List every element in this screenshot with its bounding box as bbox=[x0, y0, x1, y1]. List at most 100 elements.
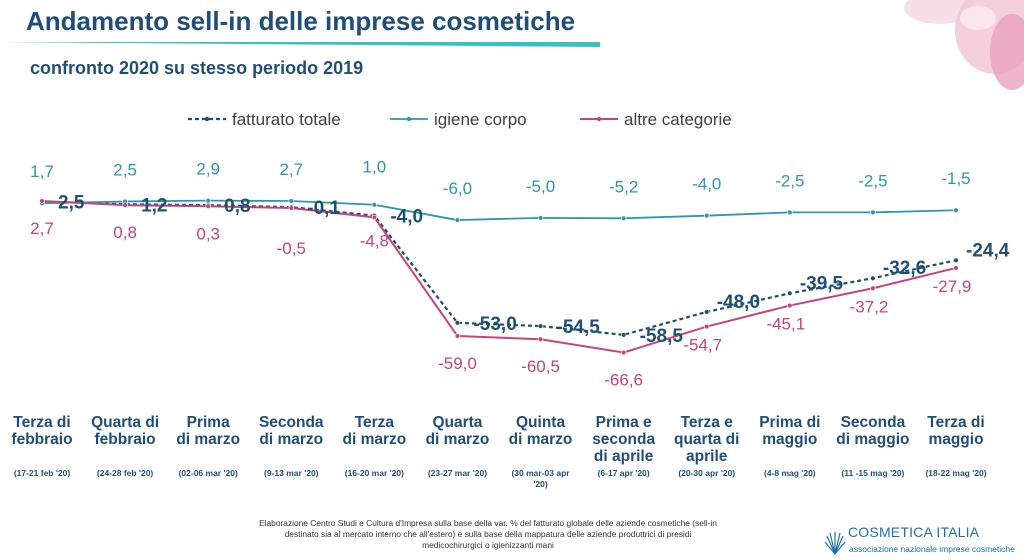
flower-decoration-icon bbox=[904, 0, 1024, 90]
legend-label-fatturato_totale: fatturato totale bbox=[232, 110, 341, 129]
data-label-fatturato_totale-9: -39,5 bbox=[800, 273, 844, 294]
cosmetica-italia-logo-icon bbox=[824, 532, 846, 555]
x-period-label-10: (11 -15 mag '20) bbox=[841, 468, 904, 478]
data-label-altre_categorie-9: -45,1 bbox=[766, 315, 805, 334]
x-tick-label-9: Prima di bbox=[759, 414, 820, 431]
point-igiene_corpo-9 bbox=[787, 209, 793, 216]
x-period-label-11: (18-22 mag '20) bbox=[925, 468, 986, 478]
brand-tagline: associazione nazionale imprese cosmetich… bbox=[849, 544, 1015, 554]
x-tick-label-6: Quinta bbox=[516, 414, 565, 431]
data-label-igiene_corpo-5: -6,0 bbox=[443, 179, 472, 198]
data-label-fatturato_totale-11: -24,4 bbox=[966, 240, 1010, 261]
chart-legend: fatturato totale igiene corpo altre catego… bbox=[188, 110, 732, 129]
chart-markers bbox=[39, 197, 959, 356]
point-igiene_corpo-2 bbox=[205, 197, 211, 204]
point-altre_categorie-6 bbox=[537, 336, 544, 342]
x-tick-label-11: maggio bbox=[928, 431, 983, 448]
data-label-fatturato_totale-5: -53,0 bbox=[473, 314, 516, 335]
brand-name: COSMETICA ITALIA bbox=[848, 524, 980, 540]
point-altre_categorie-11 bbox=[953, 265, 959, 271]
point-altre_categorie-1 bbox=[122, 202, 128, 208]
x-tick-label-9: maggio bbox=[762, 431, 817, 448]
x-tick-label-5: Quarta bbox=[432, 414, 482, 431]
data-label-igiene_corpo-2: 2,9 bbox=[196, 160, 220, 179]
series-line-igiene_corpo bbox=[41, 199, 957, 221]
data-label-fatturato_totale-6: -54,5 bbox=[557, 317, 601, 338]
data-label-igiene_corpo-3: 2,7 bbox=[279, 160, 303, 179]
data-label-altre_categorie-3: -0,5 bbox=[277, 239, 306, 258]
data-label-igiene_corpo-8: -4,0 bbox=[692, 175, 721, 194]
x-tick-label-3: Seconda bbox=[259, 414, 324, 431]
data-label-fatturato_totale-4: -4,0 bbox=[390, 207, 423, 228]
data-label-altre_categorie-4: -4,8 bbox=[360, 231, 389, 250]
point-altre_categorie-9 bbox=[787, 302, 793, 309]
point-fatturato_totale-7 bbox=[620, 332, 627, 338]
data-label-altre_categorie-11: -27,9 bbox=[933, 277, 972, 296]
data-label-fatturato_totale-3: -0,1 bbox=[307, 198, 340, 219]
data-label-altre_categorie-1: 0,8 bbox=[113, 223, 137, 242]
data-label-igiene_corpo-9: -2,5 bbox=[775, 171, 804, 190]
legend-label-igiene_corpo: igiene corpo bbox=[434, 110, 527, 129]
x-tick-label-8: aprile bbox=[686, 448, 728, 465]
point-igiene_corpo-3 bbox=[288, 198, 294, 204]
source-footnote: Elaborazione Centro Studi e Cultura d'Im… bbox=[259, 518, 717, 550]
data-label-altre_categorie-10: -37,2 bbox=[850, 297, 889, 316]
point-altre_categorie-4 bbox=[371, 214, 378, 221]
x-period-label-8: (20-30 apr '20) bbox=[678, 468, 735, 478]
title-underline bbox=[0, 42, 600, 47]
legend-label-altre_categorie: altre categorie bbox=[624, 110, 732, 129]
x-tick-label-7: di aprile bbox=[594, 448, 654, 465]
data-label-altre_categorie-0: 2,7 bbox=[30, 219, 54, 238]
x-tick-label-3: di marzo bbox=[259, 431, 323, 448]
data-label-altre_categorie-7: -66,6 bbox=[604, 371, 643, 390]
page-title: Andamento sell-in delle imprese cosmetic… bbox=[26, 6, 576, 36]
x-tick-label-1: Quarta di bbox=[91, 414, 159, 431]
data-label-igiene_corpo-7: -5,2 bbox=[609, 177, 638, 196]
x-tick-label-7: Prima e bbox=[596, 414, 652, 431]
x-tick-label-1: febbraio bbox=[95, 431, 156, 448]
x-tick-label-2: Prima bbox=[187, 414, 230, 431]
data-label-altre_categorie-6: -60,5 bbox=[521, 357, 560, 376]
data-label-fatturato_totale-0: 2,5 bbox=[58, 192, 85, 213]
data-label-altre_categorie-2: 0,3 bbox=[196, 224, 220, 243]
point-igiene_corpo-5 bbox=[454, 217, 461, 223]
data-label-igiene_corpo-11: -1,5 bbox=[941, 169, 970, 188]
x-tick-label-4: Terza bbox=[355, 414, 395, 431]
x-period-label-4: (16-20 mar '20) bbox=[345, 468, 404, 478]
legend-marker-igiene_corpo bbox=[406, 116, 412, 122]
x-period-label-6: (30 mar-03 apr bbox=[511, 468, 570, 478]
point-fatturato_totale-8 bbox=[704, 309, 710, 315]
data-label-fatturato_totale-1: 1,2 bbox=[141, 195, 167, 216]
data-label-igiene_corpo-4: 1,0 bbox=[363, 158, 387, 177]
point-altre_categorie-2 bbox=[205, 203, 211, 209]
data-label-igiene_corpo-1: 2,5 bbox=[113, 160, 137, 179]
point-fatturato_totale-10 bbox=[870, 275, 876, 281]
x-period-label-0: (17-21 feb '20) bbox=[14, 468, 71, 478]
point-igiene_corpo-7 bbox=[620, 215, 627, 222]
data-label-altre_categorie-8: -54,7 bbox=[683, 336, 722, 355]
point-altre_categorie-5 bbox=[454, 333, 461, 339]
x-tick-label-0: Terza di bbox=[13, 414, 70, 431]
chart-data-labels: 2,5 1,2 0,8 -0,1 -4,0-53,0 -54,5 -58,5-48,0-39… bbox=[30, 158, 1010, 390]
legend-marker-altre_categorie bbox=[596, 116, 602, 122]
point-fatturato_totale-5 bbox=[454, 320, 461, 326]
x-tick-label-5: di marzo bbox=[426, 431, 490, 448]
data-label-fatturato_totale-10: -32,6 bbox=[883, 258, 926, 279]
x-tick-label-2: di marzo bbox=[176, 431, 240, 448]
x-period-label-2: (02-06 mar '20) bbox=[179, 468, 238, 478]
point-fatturato_totale-11 bbox=[953, 257, 959, 263]
x-tick-label-10: di maggio bbox=[836, 431, 909, 448]
x-tick-label-11: Terza di bbox=[927, 414, 984, 431]
page-subtitle: confronto 2020 su stesso periodo 2019 bbox=[30, 58, 364, 78]
x-period-label-3: (9-13 mar '20) bbox=[264, 468, 319, 478]
point-igiene_corpo-8 bbox=[704, 212, 710, 219]
point-altre_categorie-10 bbox=[870, 285, 876, 291]
x-axis-labels: Terza di febbraio (17-21 feb '20) Quarta di… bbox=[11, 414, 986, 489]
point-altre_categorie-3 bbox=[288, 205, 294, 211]
point-igiene_corpo-6 bbox=[537, 215, 544, 221]
data-label-igiene_corpo-6: -5,0 bbox=[526, 177, 555, 196]
x-period-label-5: (23-27 mar '20) bbox=[428, 468, 487, 478]
point-altre_categorie-8 bbox=[704, 323, 710, 330]
data-label-igiene_corpo-0: 1,7 bbox=[30, 162, 54, 181]
point-altre_categorie-0 bbox=[39, 198, 45, 204]
